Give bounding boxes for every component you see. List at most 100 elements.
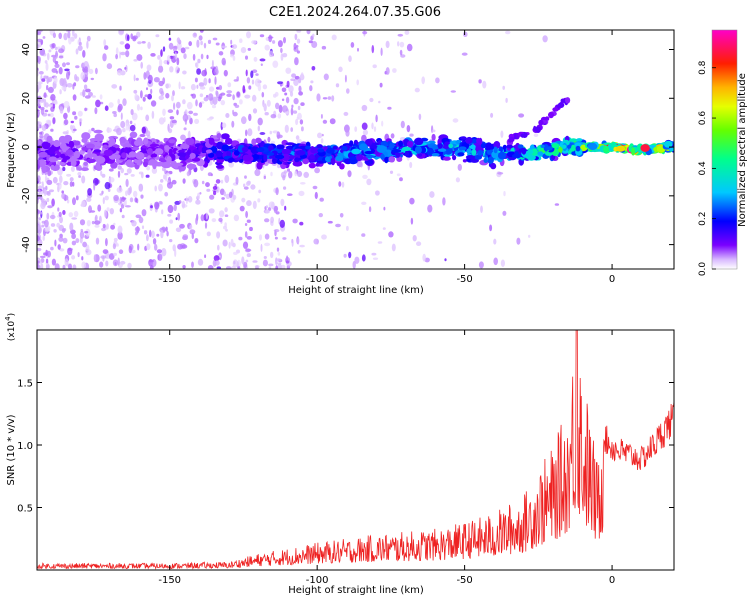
spectrogram-ridge-cell [50, 164, 55, 170]
spectrogram-noise-cell [100, 170, 103, 177]
spectrogram-noise-cell [127, 34, 130, 42]
spectrogram-ridge-cell [497, 151, 507, 160]
spectrogram-noise-cell [418, 113, 422, 121]
spectrogram-noise-cell [77, 172, 82, 176]
spectrogram-noise-cell [81, 200, 86, 208]
spectrogram-noise-cell [37, 95, 41, 104]
spectrogram-noise-cell [58, 236, 64, 242]
spectrogram-noise-cell [281, 105, 288, 113]
spectrogram-noise-cell [200, 53, 204, 60]
spectrogram-ridge-cell [93, 129, 103, 134]
spectrogram-noise-cell [102, 223, 106, 229]
spectrogram-ridge-cell [121, 152, 127, 159]
spectrogram-noise-cell [192, 32, 198, 38]
spectrogram-noise-cell [215, 179, 221, 184]
spectrogram-noise-cell [298, 190, 305, 197]
spectrogram-noise-cell [181, 244, 188, 249]
spectrogram-noise-cell [361, 104, 368, 112]
spectrogram-noise-cell [339, 213, 344, 218]
spectrogram-noise-cell [528, 234, 531, 238]
spectrogram-noise-cell [40, 263, 44, 269]
spectrogram-noise-cell [241, 116, 247, 125]
spectrogram-noise-cell [207, 172, 213, 177]
spectrogram-noise-cell [176, 37, 181, 44]
spectrogram-noise-cell [312, 33, 315, 38]
spectrogram-noise-cell [225, 228, 228, 232]
spectrogram-noise-cell [246, 253, 251, 258]
spectrogram-ridge-cell [151, 161, 158, 166]
spectrogram-ridge-cell [491, 151, 499, 159]
spectrogram-noise-cell [224, 214, 229, 217]
spectrogram-noise-cell [297, 105, 301, 111]
spectrogram-noise-cell [67, 31, 71, 39]
spectrogram-ridge-cell [511, 153, 522, 159]
spectrogram-noise-cell [56, 222, 61, 228]
spectrogram-noise-cell [38, 217, 42, 221]
spectrogram-noise-cell [37, 219, 40, 225]
spectrogram-noise-cell [86, 220, 91, 227]
spectrogram-noise-cell [75, 65, 80, 69]
spectrogram-noise-cell [296, 170, 303, 177]
spectrogram-noise-cell [262, 259, 268, 267]
spectrogram-noise-cell [149, 265, 154, 269]
spectrogram-noise-cell [208, 208, 215, 214]
spectrogram-noise-cell [39, 48, 46, 56]
spectrogram-noise-cell [371, 122, 374, 130]
spectrogram-noise-cell [493, 257, 499, 266]
spectrogram-noise-cell [215, 90, 218, 96]
spectrogram-noise-cell [283, 186, 287, 190]
spectrogram-noise-cell [372, 257, 379, 260]
spectrogram-noise-cell [188, 110, 194, 115]
spectrogram-drift-cell [520, 133, 526, 138]
spectrogram-noise-cell [285, 260, 290, 264]
spectrogram-ridge-cell [308, 162, 316, 169]
x-tick-label: -50 [456, 575, 472, 586]
spectrogram-noise-cell [331, 95, 335, 102]
spectrogram-noise-cell [160, 229, 164, 239]
spectrogram-noise-cell [165, 83, 172, 89]
spectrogram-noise-cell [62, 210, 66, 215]
spectrogram-noise-cell [377, 241, 383, 244]
spectrogram-noise-cell [104, 209, 107, 218]
spectrogram-noise-cell [115, 53, 118, 60]
spectrogram-noise-cell [189, 229, 196, 235]
spectrogram-noise-cell [290, 127, 294, 132]
spectrogram-noise-cell [412, 235, 417, 242]
spectrogram-noise-cell [111, 84, 118, 89]
spectrogram-ridge-cell [255, 137, 262, 144]
spectrogram-ridge-cell [60, 153, 66, 159]
spectrogram-ridge-cell [80, 167, 89, 172]
spectrogram-noise-cell [200, 40, 203, 46]
spectrogram-ridge-cell [143, 137, 149, 145]
spectrogram-ridge-cell [251, 138, 257, 146]
spectrogram-noise-cell [319, 197, 325, 202]
spectrogram-ridge-cell [431, 133, 436, 141]
spectrogram-noise-cell [220, 179, 224, 184]
spectrogram-noise-cell [142, 96, 146, 102]
spectrogram-noise-cell [59, 216, 63, 224]
spectrogram-noise-cell [288, 171, 293, 179]
spectrogram-noise-cell [137, 243, 140, 251]
spectrogram-noise-cell [490, 112, 494, 118]
spectrogram-noise-cell [346, 88, 350, 94]
spectrogram-ridge-cell [85, 133, 90, 138]
spectrogram-ridge-cell [295, 150, 306, 156]
spectrogram-noise-cell [239, 38, 243, 43]
spectrogram-ridge-cell [225, 137, 233, 145]
spectrogram-noise-cell [150, 230, 155, 239]
spectrogram-noise-cell [37, 44, 40, 49]
spectrogram-noise-cell [120, 167, 124, 174]
spectrogram-noise-cell [432, 129, 436, 133]
spectrogram-ridge-cell [226, 151, 232, 157]
spectrogram-ridge-cell [462, 159, 467, 163]
spectrogram-noise-cell [141, 41, 146, 44]
spectrogram-noise-cell [251, 40, 257, 45]
spectrogram-noise-cell [57, 207, 60, 212]
spectrogram-noise-cell [91, 127, 95, 132]
spectrogram-noise-cell [379, 82, 383, 88]
spectrogram-noise-cell [268, 266, 272, 269]
spectrogram-noise-cell [165, 92, 170, 99]
spectrogram-ridge-cell [177, 152, 187, 157]
spectrogram-drift-cell [538, 119, 544, 126]
spectrogram-noise-cell [382, 227, 386, 230]
